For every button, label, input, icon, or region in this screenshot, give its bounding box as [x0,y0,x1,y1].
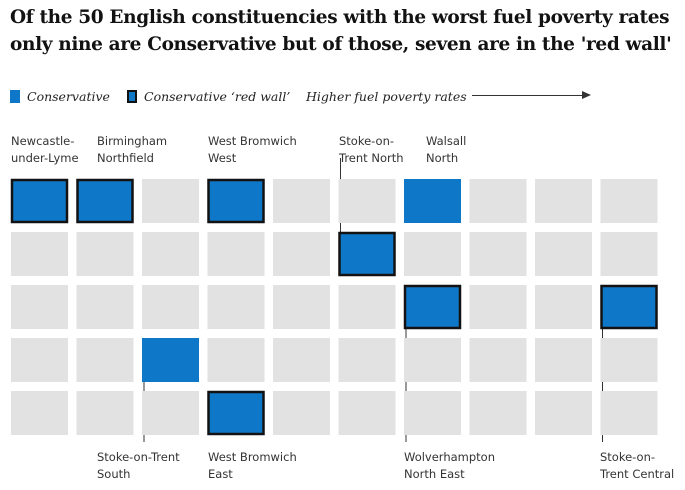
legend-label-conservative: Conservative [27,88,110,104]
label-line: East [208,467,233,481]
grid-cell [142,232,199,276]
label-walsall-north: Walsall North [426,133,466,167]
grid-cell [469,179,527,223]
legend-item-red-wall: Conservative ‘red wall’ [127,84,290,108]
label-line: Stoke-on- [339,134,395,148]
grid-cell [600,232,658,276]
label-west-bromwich-east: West Bromwich East [208,449,297,483]
grid-cell [469,338,527,382]
label-line: West Bromwich [208,450,297,464]
grid-cell [404,338,461,382]
label-line: Stoke-on- [600,450,656,464]
direction-arrow-line [472,95,584,96]
label-wolverhampton-north-east: Wolverhampton North East [404,449,495,483]
grid-cell [76,391,134,435]
grid-cell [273,232,330,276]
grid-cell [142,391,199,435]
legend-swatch-conservative [10,89,20,103]
cell-stoke-on-trent-central [600,284,658,330]
grid-cell [76,232,134,276]
cell-wolverhampton-north-east [403,284,462,330]
grid-cell [207,338,265,382]
grid-cell [273,179,330,223]
label-line: West Bromwich [208,134,297,148]
grid-cell [273,338,330,382]
grid-cell [535,179,592,223]
grid-cell [535,338,592,382]
cell-stoke-on-trent-south [142,338,199,382]
label-line: Wolverhampton [404,450,496,464]
label-line: Walsall [426,134,467,148]
label-newcastle-under-lyme: Newcastle- under-Lyme [11,133,79,167]
cell-west-bromwich-east [207,390,265,436]
label-line: Newcastle- [11,134,75,148]
grid-cell [142,285,199,329]
label-line: under-Lyme [11,151,79,165]
label-stoke-on-trent-north: Stoke-on- Trent North [339,133,404,167]
grid-cell [404,391,461,435]
grid-cell [600,391,658,435]
chart-title-line-2: only nine are Conservative but of those,… [10,34,672,55]
grid-cell [600,179,658,223]
grid-cell [338,391,396,435]
grid-cell [11,391,68,435]
grid-cell [600,338,658,382]
cell-stoke-on-trent-north [338,231,396,277]
grid-cell [535,285,592,329]
chart-title: Of the 50 English constituencies with th… [10,4,682,58]
legend-item-direction: Higher fuel poverty rates [306,84,467,108]
cell-walsall-north [404,179,461,223]
grid-cell [207,232,265,276]
arrow-right-icon [582,91,591,99]
grid-cell [338,179,396,223]
label-line: North East [404,467,465,481]
label-line: Trent North [339,151,404,165]
grid-cell [11,232,68,276]
cell-newcastle-under-lyme [10,178,69,224]
grid-cell [338,285,396,329]
legend-item-conservative: Conservative [10,84,110,108]
label-line: Stoke-on-Trent [97,450,180,464]
grid-cell [469,232,527,276]
grid-cell [338,338,396,382]
label-west-bromwich-west: West Bromwich West [208,133,297,167]
grid-cell [469,391,527,435]
grid-cell [273,285,330,329]
grid-cell [11,338,68,382]
grid-cell [76,285,134,329]
label-line: Trent Central [600,467,675,481]
grid-cell [11,285,68,329]
label-stoke-on-trent-central: Stoke-on- Trent Central [600,449,674,483]
grid-cell [535,391,592,435]
legend-label-red-wall: Conservative ‘red wall’ [144,88,291,104]
grid-cell [469,285,527,329]
legend: Conservative Conservative ‘red wall’ Hig… [0,84,685,108]
legend-label-direction: Higher fuel poverty rates [306,88,467,104]
label-stoke-on-trent-south: Stoke-on-Trent South [97,449,180,483]
cell-birmingham-northfield [76,178,134,224]
label-line: South [97,467,131,481]
label-line: Northfield [97,151,154,165]
legend-swatch-red-wall [127,89,137,103]
grid-cell [207,285,265,329]
label-line: North [426,151,459,165]
grid-cell [76,338,134,382]
grid-cell [142,179,199,223]
label-line: Birmingham [97,134,168,148]
grid-cell [535,232,592,276]
grid-cell [273,391,330,435]
chart-title-line-1: Of the 50 English constituencies with th… [10,7,670,28]
label-line: West [208,151,237,165]
label-birmingham-northfield: Birmingham Northfield [97,133,167,167]
grid-cell [404,232,461,276]
cell-west-bromwich-west [207,178,265,224]
